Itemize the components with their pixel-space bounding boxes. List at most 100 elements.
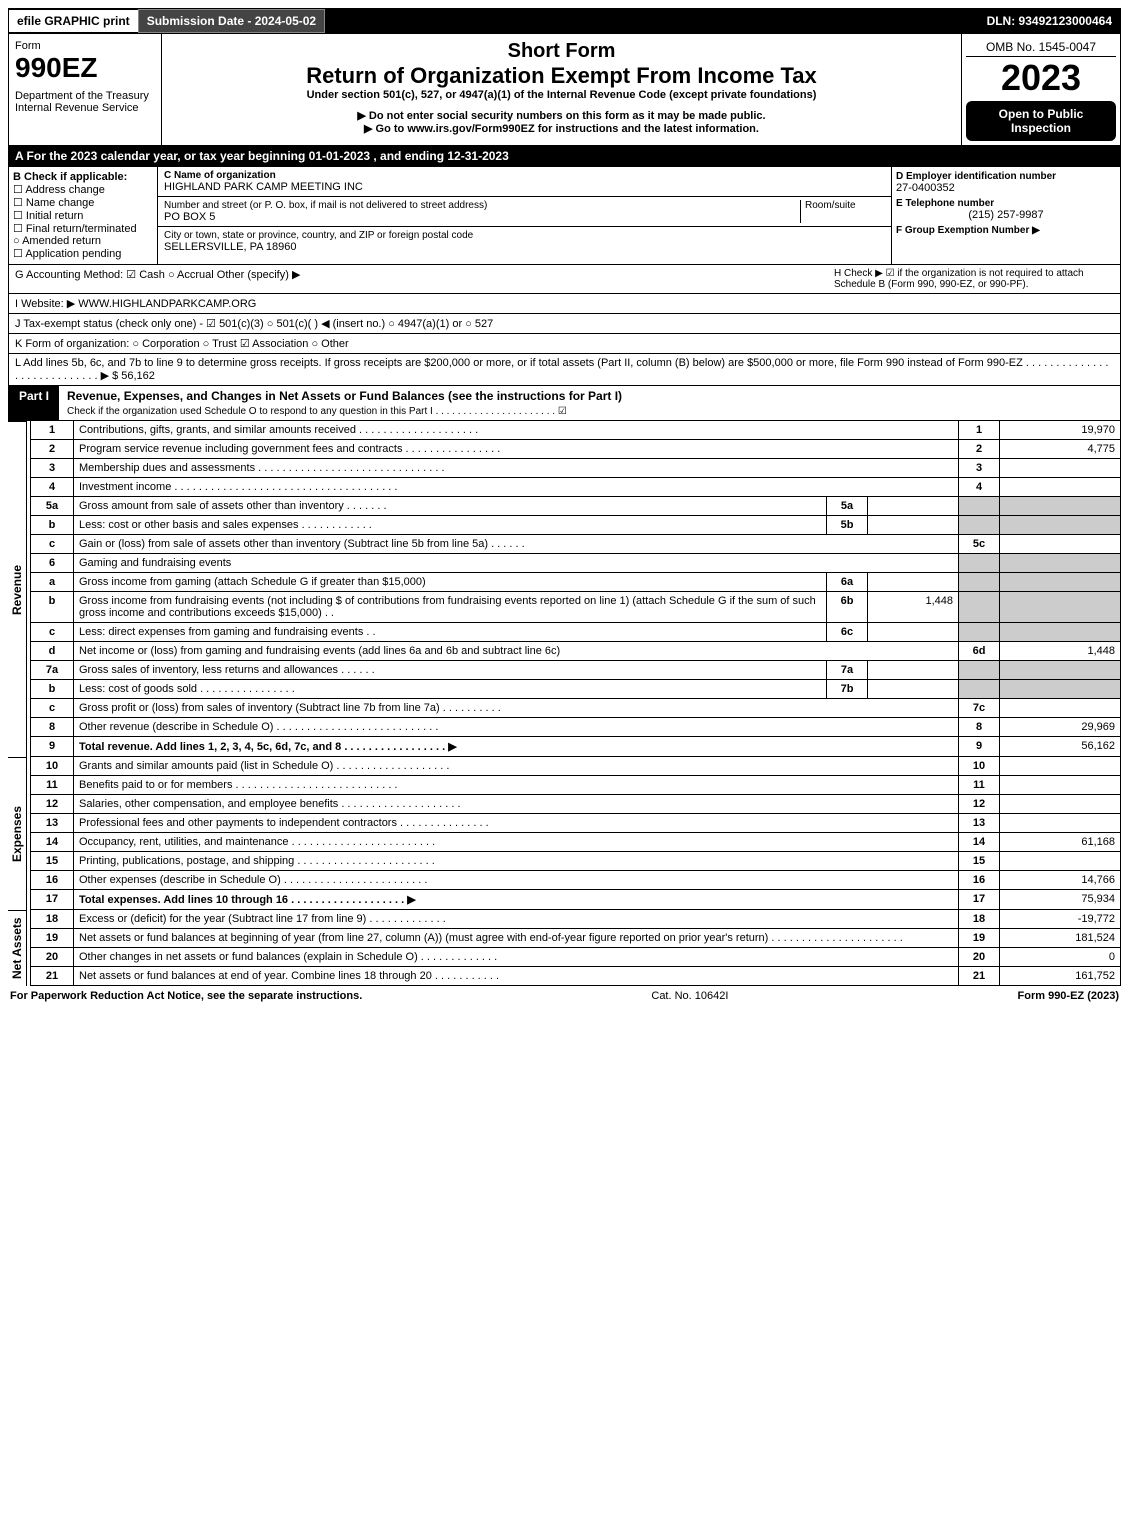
line-10: Grants and similar amounts paid (list in… <box>74 757 959 776</box>
section-j: J Tax-exempt status (check only one) - ☑… <box>8 314 1121 334</box>
section-k: K Form of organization: ○ Corporation ○ … <box>8 334 1121 354</box>
val-19: 181,524 <box>1000 929 1121 948</box>
val-12 <box>1000 795 1121 814</box>
val-9: 56,162 <box>1000 737 1121 757</box>
c-city-lbl: City or town, state or province, country… <box>164 230 885 241</box>
subtitle: Under section 501(c), 527, or 4947(a)(1)… <box>168 89 955 101</box>
line-5b: Less: cost or other basis and sales expe… <box>74 516 827 535</box>
line-5c: Gain or (loss) from sale of assets other… <box>74 535 959 554</box>
box-5a <box>868 497 959 516</box>
val-4 <box>1000 478 1121 497</box>
part1-label: Part I <box>9 386 59 420</box>
form-header: Form 990EZ Department of the Treasury In… <box>8 34 1121 146</box>
tax-year: 2023 <box>966 57 1116 99</box>
info-grid: B Check if applicable: Address change Na… <box>8 167 1121 265</box>
org-street: PO BOX 5 <box>164 211 800 223</box>
org-name: HIGHLAND PARK CAMP MEETING INC <box>164 181 885 193</box>
line-13: Professional fees and other payments to … <box>74 814 959 833</box>
revenue-table: 1Contributions, gifts, grants, and simil… <box>30 421 1121 757</box>
section-a: A For the 2023 calendar year, or tax yea… <box>8 146 1121 167</box>
form-word: Form <box>15 40 155 52</box>
val-7c <box>1000 699 1121 718</box>
line-21: Net assets or fund balances at end of ye… <box>74 967 959 986</box>
box-6c <box>868 623 959 642</box>
expenses-table: 10Grants and similar amounts paid (list … <box>30 757 1121 910</box>
footer-mid: Cat. No. 10642I <box>362 990 1017 1002</box>
line-6c: Less: direct expenses from gaming and fu… <box>74 623 827 642</box>
line-5a: Gross amount from sale of assets other t… <box>74 497 827 516</box>
section-l: L Add lines 5b, 6c, and 7b to line 9 to … <box>8 354 1121 386</box>
val-11 <box>1000 776 1121 795</box>
line-4: Investment income . . . . . . . . . . . … <box>74 478 959 497</box>
chk-amended[interactable]: Amended return <box>13 235 153 247</box>
tel-lbl: E Telephone number <box>896 198 1116 209</box>
expenses-section: Expenses 10Grants and similar amounts pa… <box>8 757 1121 910</box>
val-17: 75,934 <box>1000 890 1121 910</box>
val-10 <box>1000 757 1121 776</box>
part1-header: Part I Revenue, Expenses, and Changes in… <box>8 386 1121 421</box>
inspection-box: Open to Public Inspection <box>966 101 1116 141</box>
form-number: 990EZ <box>15 52 155 84</box>
section-i: I Website: ▶ WWW.HIGHLANDPARKCAMP.ORG <box>8 294 1121 314</box>
line-15: Printing, publications, postage, and shi… <box>74 852 959 871</box>
c-name-lbl: C Name of organization <box>164 170 885 181</box>
efile-label: efile GRAPHIC print <box>9 10 138 32</box>
chk-pending[interactable]: Application pending <box>13 247 153 260</box>
line-7a: Gross sales of inventory, less returns a… <box>74 661 827 680</box>
row-gh: G Accounting Method: ☑ Cash ○ Accrual Ot… <box>8 265 1121 294</box>
box-5b <box>868 516 959 535</box>
line-6b: Gross income from fundraising events (no… <box>74 592 827 623</box>
section-c: C Name of organization HIGHLAND PARK CAM… <box>158 167 892 264</box>
chk-name[interactable]: Name change <box>13 196 153 209</box>
line-1: Contributions, gifts, grants, and simila… <box>74 421 959 440</box>
top-bar: efile GRAPHIC print Submission Date - 20… <box>8 8 1121 34</box>
val-1: 19,970 <box>1000 421 1121 440</box>
ein-lbl: D Employer identification number <box>896 171 1116 182</box>
section-b: B Check if applicable: Address change Na… <box>9 167 158 264</box>
side-revenue: Revenue <box>8 421 27 757</box>
line-19: Net assets or fund balances at beginning… <box>74 929 959 948</box>
box-6a <box>868 573 959 592</box>
line-7b: Less: cost of goods sold . . . . . . . .… <box>74 680 827 699</box>
line-6d: Net income or (loss) from gaming and fun… <box>74 642 959 661</box>
room-lbl: Room/suite <box>800 200 885 223</box>
footer-right: Form 990-EZ (2023) <box>1018 990 1119 1002</box>
ein: 27-0400352 <box>896 182 1116 194</box>
title-short: Short Form <box>168 40 955 63</box>
chk-address[interactable]: Address change <box>13 183 153 196</box>
revenue-section: Revenue 1Contributions, gifts, grants, a… <box>8 421 1121 757</box>
val-3 <box>1000 459 1121 478</box>
val-14: 61,168 <box>1000 833 1121 852</box>
line-12: Salaries, other compensation, and employ… <box>74 795 959 814</box>
org-city: SELLERSVILLE, PA 18960 <box>164 241 885 253</box>
line-20: Other changes in net assets or fund bala… <box>74 948 959 967</box>
side-netassets: Net Assets <box>8 910 27 986</box>
line-11: Benefits paid to or for members . . . . … <box>74 776 959 795</box>
netassets-section: Net Assets 18Excess or (deficit) for the… <box>8 910 1121 986</box>
val-13 <box>1000 814 1121 833</box>
line-16: Other expenses (describe in Schedule O) … <box>74 871 959 890</box>
val-20: 0 <box>1000 948 1121 967</box>
chk-final[interactable]: Final return/terminated <box>13 222 153 235</box>
note-ssn: ▶ Do not enter social security numbers o… <box>168 109 955 122</box>
dln: DLN: 93492123000464 <box>979 10 1120 32</box>
line-6: Gaming and fundraising events <box>74 554 959 573</box>
netassets-table: 18Excess or (deficit) for the year (Subt… <box>30 910 1121 986</box>
box-7a <box>868 661 959 680</box>
val-16: 14,766 <box>1000 871 1121 890</box>
line-3: Membership dues and assessments . . . . … <box>74 459 959 478</box>
section-g: G Accounting Method: ☑ Cash ○ Accrual Ot… <box>15 268 834 290</box>
line-8: Other revenue (describe in Schedule O) .… <box>74 718 959 737</box>
section-d: D Employer identification number 27-0400… <box>892 167 1120 264</box>
box-6b: 1,448 <box>868 592 959 623</box>
val-15 <box>1000 852 1121 871</box>
c-street-lbl: Number and street (or P. O. box, if mail… <box>164 200 800 211</box>
box-7b <box>868 680 959 699</box>
submission-date: Submission Date - 2024-05-02 <box>138 9 325 33</box>
val-2: 4,775 <box>1000 440 1121 459</box>
chk-initial[interactable]: Initial return <box>13 209 153 222</box>
omb: OMB No. 1545-0047 <box>966 38 1116 57</box>
dept-label: Department of the Treasury Internal Reve… <box>15 90 155 114</box>
side-expenses: Expenses <box>8 757 27 910</box>
line-14: Occupancy, rent, utilities, and maintena… <box>74 833 959 852</box>
